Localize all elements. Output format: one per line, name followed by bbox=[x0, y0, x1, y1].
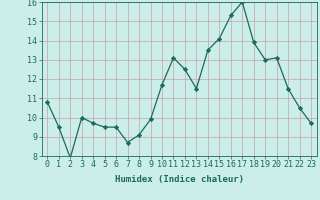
X-axis label: Humidex (Indice chaleur): Humidex (Indice chaleur) bbox=[115, 175, 244, 184]
